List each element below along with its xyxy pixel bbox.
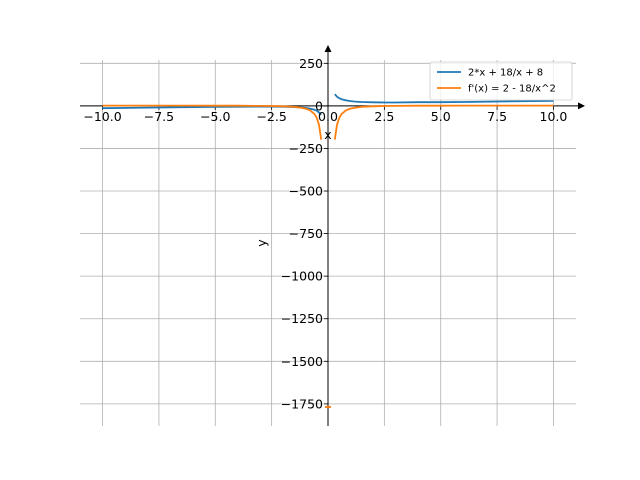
legend-label-series-1: 2*x + 18/x + 8 [468, 68, 543, 79]
x-tick-label-8: 10.0 [540, 109, 568, 124]
x-tick-label-3: −2.5 [256, 109, 286, 124]
legend-label-series-2: f'(x) = 2 - 18/x^2 [468, 84, 556, 95]
y-tick-label-0: 250 [299, 56, 323, 71]
y-tick-label-4: −750 [289, 226, 323, 241]
x-tick-label-4: 0.0 [318, 109, 338, 124]
y-tick-label-8: −1750 [281, 396, 323, 411]
x-tick-label-2: −5.0 [200, 109, 230, 124]
series-2-line-left [102, 104, 323, 140]
x-tick-label-1: −7.5 [144, 109, 174, 124]
y-tick-label-7: −1500 [281, 354, 323, 369]
y-tick-label-5: −1000 [281, 269, 323, 284]
tick-labels: −10.0 −7.5 −5.0 −2.5 0.0 2.5 5.0 7.5 10.0 250 0 −25… [83, 56, 567, 412]
legend: 2*x + 18/x + 8 f'(x) = 2 - 18/x^2 [429, 61, 573, 101]
y-tick-label-2: −250 [289, 141, 323, 156]
x-axis-arrow [578, 102, 585, 110]
series-layer [102, 93, 554, 408]
x-tick-label-6: 5.0 [431, 109, 451, 124]
x-tick-label-0: −10.0 [83, 109, 121, 124]
legend-frame [429, 61, 573, 101]
x-axis-label: x [324, 127, 331, 142]
y-tick-label-3: −500 [289, 184, 323, 199]
series-1-line-right [334, 93, 554, 104]
y-axis-arrow [324, 45, 332, 52]
y-tick-label-1: 0 [315, 98, 323, 113]
series-2-line-right [333, 104, 554, 140]
y-axis-label: y [254, 239, 269, 247]
x-tick-label-5: 2.5 [374, 109, 394, 124]
x-tick-label-7: 7.5 [487, 109, 507, 124]
y-tick-label-6: −1250 [281, 311, 323, 326]
